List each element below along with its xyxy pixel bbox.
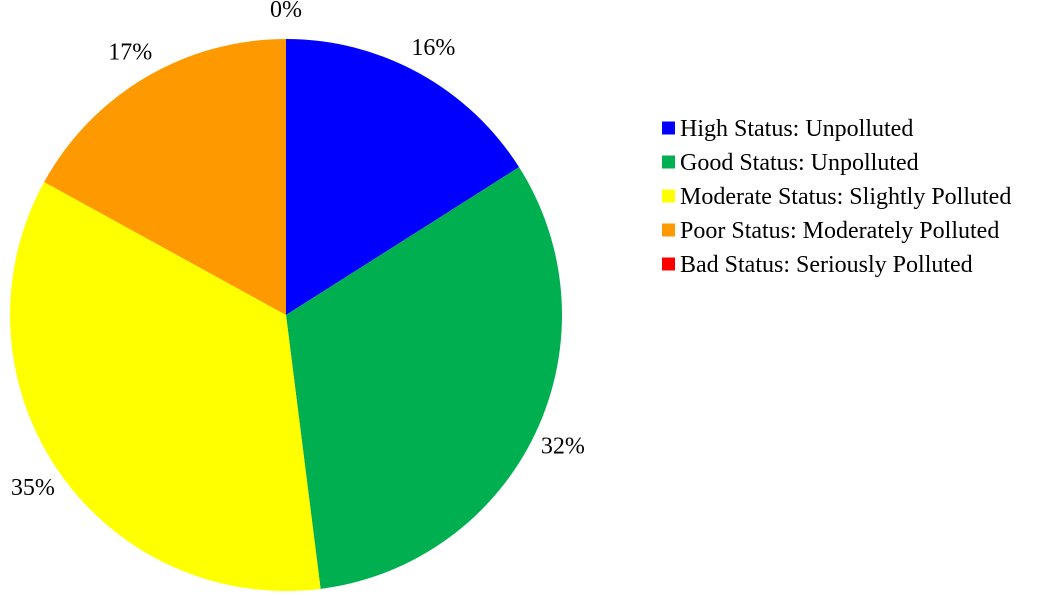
legend-swatch-bad-status-seriously-polluted bbox=[662, 257, 675, 271]
data-label-good-status-unpolluted: 32% bbox=[541, 433, 585, 459]
legend-label-bad-status-seriously-polluted: Bad Status: Seriously Polluted bbox=[680, 252, 973, 278]
legend: High Status: Unpolluted Good Status: Unpo… bbox=[662, 116, 1011, 278]
data-label-moderate-status-slightly-polluted: 35% bbox=[11, 475, 55, 501]
data-label-bad-status-seriously-polluted: 0% bbox=[270, 0, 302, 23]
pie-slice-good-status-unpolluted bbox=[286, 167, 562, 589]
legend-swatch-moderate-status-slightly-polluted bbox=[662, 189, 675, 203]
data-label-high-status-unpolluted: 16% bbox=[411, 35, 455, 61]
legend-label-moderate-status-slightly-polluted: Moderate Status: Slightly Polluted bbox=[680, 184, 1011, 210]
legend-swatch-poor-status-moderately-polluted bbox=[662, 223, 675, 237]
pie-slice-high-status-unpolluted bbox=[286, 39, 520, 315]
legend-label-high-status-unpolluted: High Status: Unpolluted bbox=[680, 116, 913, 142]
legend-label-poor-status-moderately-polluted: Poor Status: Moderately Polluted bbox=[680, 218, 999, 244]
pie-slices bbox=[10, 39, 562, 591]
pie-data-labels: 16% 32% 35% 17% 0% bbox=[11, 0, 585, 501]
legend-swatch-good-status-unpolluted bbox=[662, 155, 675, 169]
data-label-poor-status-moderately-polluted: 17% bbox=[108, 40, 152, 66]
legend-swatch-high-status-unpolluted bbox=[662, 121, 675, 135]
legend-label-good-status-unpolluted: Good Status: Unpolluted bbox=[680, 150, 919, 176]
pie-slice-moderate-status-slightly-polluted bbox=[10, 182, 321, 591]
pie-slice-poor-status-moderately-polluted bbox=[44, 39, 286, 315]
